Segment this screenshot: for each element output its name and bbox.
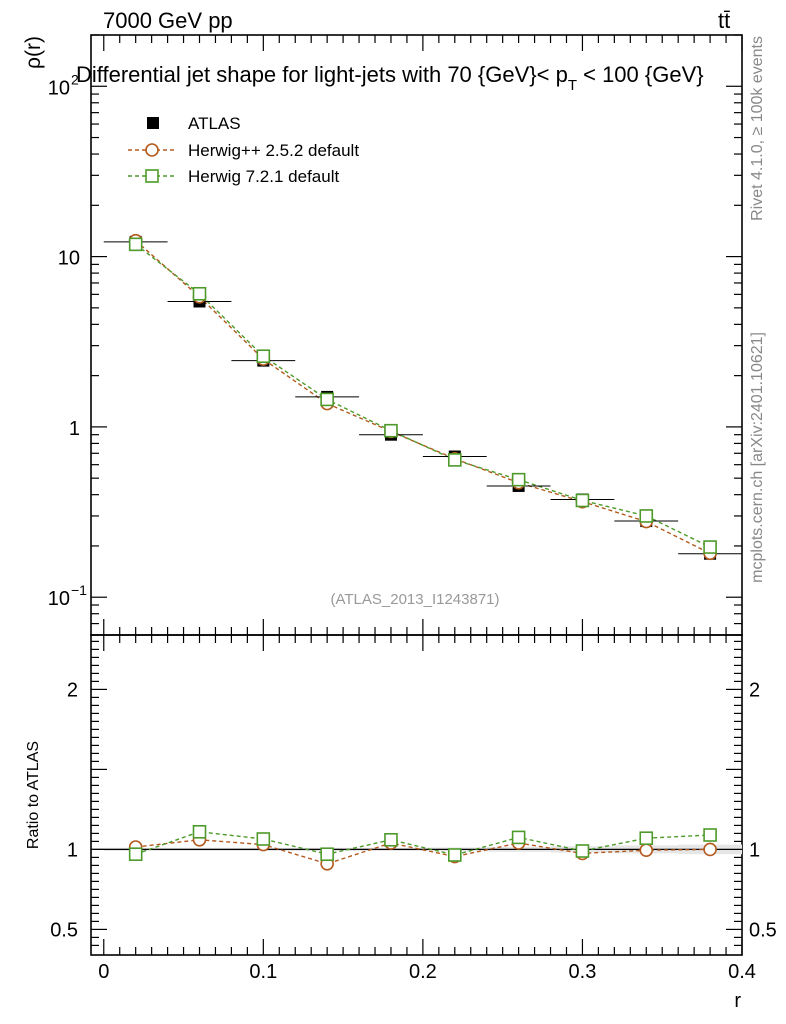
legend: ATLAS Herwig++ 2.5.2 default Herwig 7.2.…	[128, 114, 359, 186]
herwig7-ratio-point	[256, 832, 271, 846]
ratio-plot-frame	[90, 634, 743, 956]
legend-marker-herwig7	[145, 169, 159, 183]
y-tick-label: 10	[48, 77, 70, 99]
y-tick-label: 10	[48, 588, 70, 610]
herwig7-ratio-point	[511, 830, 526, 845]
legend-entry-herwigpp: Herwig++ 2.5.2 default	[128, 141, 359, 160]
y-tick-label: 1	[69, 418, 80, 440]
herwig7-ratio-point	[447, 848, 462, 862]
herwig7-point	[575, 493, 590, 508]
herwig7-ratio-point	[639, 831, 654, 846]
y-tick-exponent: −1	[71, 582, 87, 598]
x-tick-label: 0.1	[249, 961, 277, 983]
mcplots-label: mcplots.cern.ch [arXiv:2401.10621]	[749, 332, 766, 583]
herwig7-ratio-point	[128, 847, 143, 862]
legend-marker-herwigpp	[145, 143, 159, 157]
y-axis-label: ρ(r)	[22, 36, 45, 69]
herwigpp-ratio-point	[639, 843, 654, 858]
ratio-tick-label-right: 0.5	[749, 919, 777, 941]
herwig7-ratio-point	[575, 844, 590, 858]
x-tick-label: 0.4	[728, 961, 756, 983]
legend-entry-atlas: ATLAS	[147, 114, 241, 133]
y-tick-label: 10	[58, 248, 80, 270]
ratio-tick-label-left: 2	[67, 679, 78, 701]
x-tick-label: 0.3	[569, 961, 597, 983]
legend-marker-atlas	[147, 117, 159, 129]
herwig7-point	[447, 453, 462, 467]
analysis-label: (ATLAS_2013_I1243871)	[330, 591, 499, 608]
herwig7-point	[128, 237, 143, 252]
series-line-herwig7	[135, 243, 711, 548]
ratio-y-axis-label: Ratio to ATLAS	[25, 741, 42, 849]
legend-label-atlas: ATLAS	[188, 114, 241, 133]
herwig7-point	[192, 286, 207, 301]
herwig7-point	[256, 349, 271, 364]
ratio-line-herwigpp	[135, 839, 711, 865]
energy-label: 7000 GeV pp	[103, 8, 233, 33]
chart-title: Differential jet shape for light-jets wi…	[76, 62, 704, 94]
herwig7-ratio-point	[192, 824, 207, 839]
y-tick-exponent: 2	[71, 71, 79, 87]
ratio-tick-label-right: 2	[749, 679, 760, 701]
herwig7-ratio-point	[320, 847, 334, 862]
herwig7-point	[320, 392, 334, 407]
ratio-tick-label-left: 1	[67, 839, 78, 861]
legend-entry-herwig7: Herwig 7.2.1 default	[128, 167, 339, 186]
process-label: tt̄	[718, 8, 730, 33]
herwigpp-ratio-point	[703, 842, 717, 857]
legend-label-herwig7: Herwig 7.2.1 default	[188, 167, 339, 186]
ratio-tick-label-right: 1	[749, 839, 760, 861]
ratio-axis-ticks: 0 0.1 0.2 0.3 0.4 0.5 0.5 1 1 2 2	[50, 635, 777, 983]
x-tick-label: 0.2	[409, 961, 437, 983]
x-tick-label: 0	[98, 961, 109, 983]
herwig7-ratio-point	[703, 828, 717, 842]
herwig7-point	[511, 472, 526, 487]
herwig7-point	[639, 509, 654, 523]
herwig7-ratio-point	[384, 832, 398, 847]
herwig7-point	[703, 540, 717, 554]
x-axis-label: r	[734, 990, 741, 1012]
herwig7-point	[384, 423, 398, 438]
legend-label-herwigpp: Herwig++ 2.5.2 default	[188, 141, 359, 160]
series-line-herwigpp	[135, 240, 711, 554]
ratio-tick-label-left: 0.5	[50, 919, 78, 941]
rivet-label: Rivet 4.1.0, ≥ 100k events	[749, 36, 766, 221]
series-layer	[103, 233, 742, 871]
ratio-line-herwig7	[135, 831, 711, 856]
